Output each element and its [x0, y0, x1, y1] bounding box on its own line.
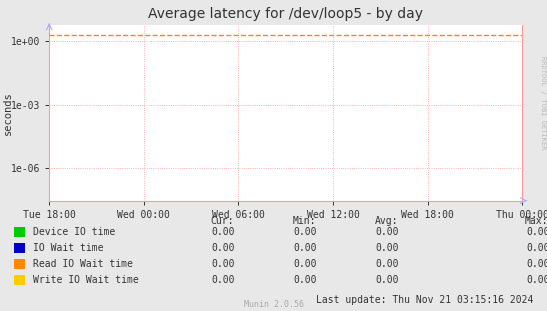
Text: 0.00: 0.00: [294, 275, 317, 285]
Text: 0.00: 0.00: [294, 243, 317, 253]
Text: Avg:: Avg:: [375, 216, 398, 226]
Text: 0.00: 0.00: [526, 227, 547, 237]
Text: RRDTOOL / TOBI OETIKER: RRDTOOL / TOBI OETIKER: [540, 56, 546, 149]
Text: 0.00: 0.00: [294, 259, 317, 269]
Text: 0.00: 0.00: [526, 275, 547, 285]
Title: Average latency for /dev/loop5 - by day: Average latency for /dev/loop5 - by day: [148, 7, 423, 21]
Text: Min:: Min:: [293, 216, 316, 226]
Text: 0.00: 0.00: [376, 259, 399, 269]
Text: 0.00: 0.00: [526, 259, 547, 269]
Text: Last update: Thu Nov 21 03:15:16 2024: Last update: Thu Nov 21 03:15:16 2024: [316, 295, 533, 305]
Text: Cur:: Cur:: [211, 216, 234, 226]
Text: 0.00: 0.00: [376, 227, 399, 237]
Text: Read IO Wait time: Read IO Wait time: [33, 259, 133, 269]
Text: IO Wait time: IO Wait time: [33, 243, 103, 253]
Text: 0.00: 0.00: [294, 227, 317, 237]
Text: Max:: Max:: [525, 216, 547, 226]
Text: 0.00: 0.00: [376, 275, 399, 285]
Text: Device IO time: Device IO time: [33, 227, 115, 237]
Text: 0.00: 0.00: [212, 227, 235, 237]
Text: 0.00: 0.00: [376, 243, 399, 253]
Text: Munin 2.0.56: Munin 2.0.56: [243, 300, 304, 309]
Text: 0.00: 0.00: [526, 243, 547, 253]
Text: Write IO Wait time: Write IO Wait time: [33, 275, 138, 285]
Text: 0.00: 0.00: [212, 243, 235, 253]
Text: 0.00: 0.00: [212, 259, 235, 269]
Text: 0.00: 0.00: [212, 275, 235, 285]
Y-axis label: seconds: seconds: [3, 91, 13, 135]
